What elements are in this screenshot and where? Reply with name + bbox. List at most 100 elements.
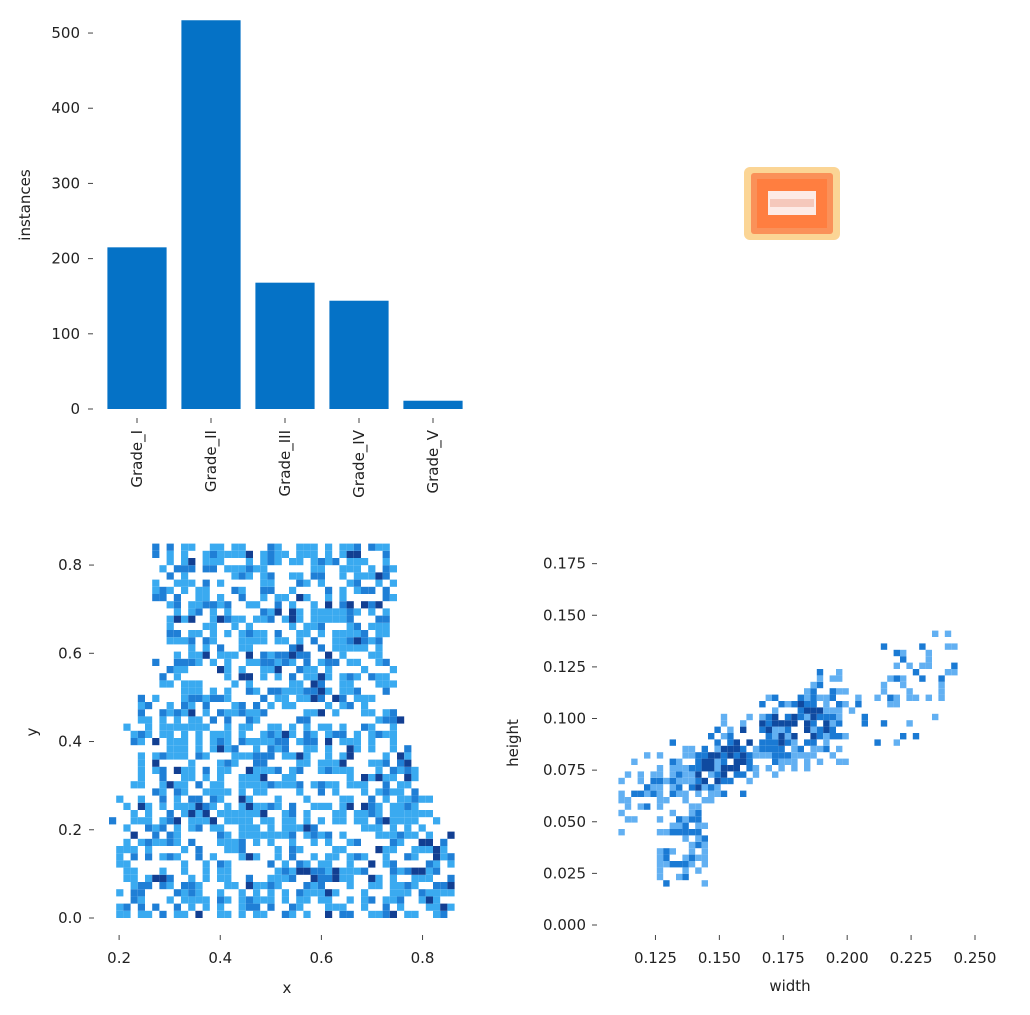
wh-cell — [720, 713, 728, 721]
xy-cell — [166, 666, 174, 674]
wh-cell — [772, 707, 779, 714]
xy-cell — [202, 601, 210, 609]
wh-cell — [919, 662, 926, 669]
xy-cell — [224, 817, 232, 825]
wh-cell — [695, 816, 702, 823]
xy-cell — [303, 687, 311, 695]
xy-cell — [368, 730, 376, 738]
wh-y-tick-label: 0.175 — [543, 555, 586, 573]
xy-cell — [260, 565, 268, 573]
xy-cell — [188, 709, 196, 717]
wh-cell — [810, 739, 817, 746]
xy-cell — [310, 709, 318, 717]
wh-cell — [816, 707, 824, 714]
xy-cell — [224, 658, 232, 666]
xy-cell — [238, 896, 246, 904]
wh-y-tick-label: 0.100 — [543, 710, 586, 728]
xy-cell — [188, 874, 196, 882]
xy-cell — [382, 594, 390, 602]
xy-cell — [404, 759, 412, 767]
xy-cell — [274, 802, 282, 810]
xy-cell — [209, 817, 217, 825]
xy-cell — [217, 644, 225, 652]
wh-cell — [778, 733, 785, 740]
xy-cell — [310, 824, 318, 832]
xy-cell — [224, 565, 232, 573]
xy-cell — [389, 824, 397, 832]
xy-cell — [281, 910, 289, 918]
wh-cell — [637, 803, 644, 810]
wh-cell — [804, 701, 811, 708]
wh-cell — [746, 765, 753, 772]
wh-cell — [618, 829, 625, 836]
xy-y-axis-label: y — [23, 727, 41, 736]
xy-cell — [310, 558, 318, 566]
wh-cell — [772, 752, 779, 759]
wh-cell — [740, 745, 747, 753]
wh-cell — [727, 777, 734, 785]
wh-cell — [893, 649, 900, 657]
xy-cell — [397, 903, 405, 911]
xy-cell — [303, 795, 311, 803]
xy-cell — [231, 817, 239, 825]
xy-cell — [209, 630, 217, 638]
xy-cell — [368, 824, 376, 832]
wh-cell — [656, 784, 664, 791]
wh-cell — [893, 694, 900, 701]
xy-cell — [116, 889, 124, 897]
xy-cell — [188, 608, 196, 616]
xy-cell — [267, 687, 275, 695]
xy-cell — [289, 910, 297, 918]
xy-cell — [389, 680, 397, 688]
wh-cell — [669, 861, 676, 868]
xy-cell — [195, 802, 203, 810]
wh-cell — [797, 701, 804, 708]
wh-cell — [791, 733, 798, 740]
xy-cell — [238, 572, 246, 580]
xy-cell — [389, 846, 397, 854]
xy-cell — [389, 594, 397, 602]
xy-cell — [310, 615, 318, 623]
wh-cell — [656, 797, 664, 804]
xy-cell — [109, 817, 117, 825]
xy-cell — [296, 680, 304, 688]
wh-cell — [938, 675, 945, 682]
xy-cell — [317, 817, 325, 825]
xy-cell — [281, 824, 289, 832]
xy-cell — [166, 572, 174, 580]
wh-cell — [784, 720, 792, 727]
wh-cell — [676, 816, 683, 823]
xy-cell — [382, 716, 390, 724]
xy-cell — [224, 896, 232, 904]
xy-cell — [173, 838, 181, 846]
wh-cell — [701, 752, 708, 759]
xy-cell — [317, 882, 325, 890]
xy-cell — [433, 882, 441, 890]
bar-x-tick-label: Grade_IV — [350, 429, 369, 498]
xy-cell — [389, 565, 397, 573]
wh-cell — [701, 765, 708, 772]
xy-cell — [303, 810, 311, 818]
xy-cell — [253, 630, 261, 638]
bar-y-tick-label: 200 — [51, 250, 80, 268]
xy-cell — [317, 694, 325, 702]
wh-cell — [804, 726, 811, 733]
wh-cell — [791, 713, 798, 721]
wh-cell — [752, 765, 760, 772]
xy-cell — [267, 543, 275, 551]
xy-cell — [253, 709, 261, 717]
xy-cell — [145, 802, 153, 810]
xy-cell — [346, 543, 354, 551]
wh-cell — [810, 720, 817, 727]
xy-cell — [325, 687, 333, 695]
xy-cell — [389, 860, 397, 868]
xy-cell — [181, 846, 189, 854]
xy-cell — [173, 716, 181, 724]
xy-cell — [325, 874, 333, 882]
xy-cell — [375, 615, 383, 623]
xy-cell — [188, 896, 196, 904]
wh-cell — [740, 758, 747, 765]
xy-cell — [188, 637, 196, 645]
wh-cell — [778, 720, 785, 727]
wh-cell — [669, 790, 676, 797]
